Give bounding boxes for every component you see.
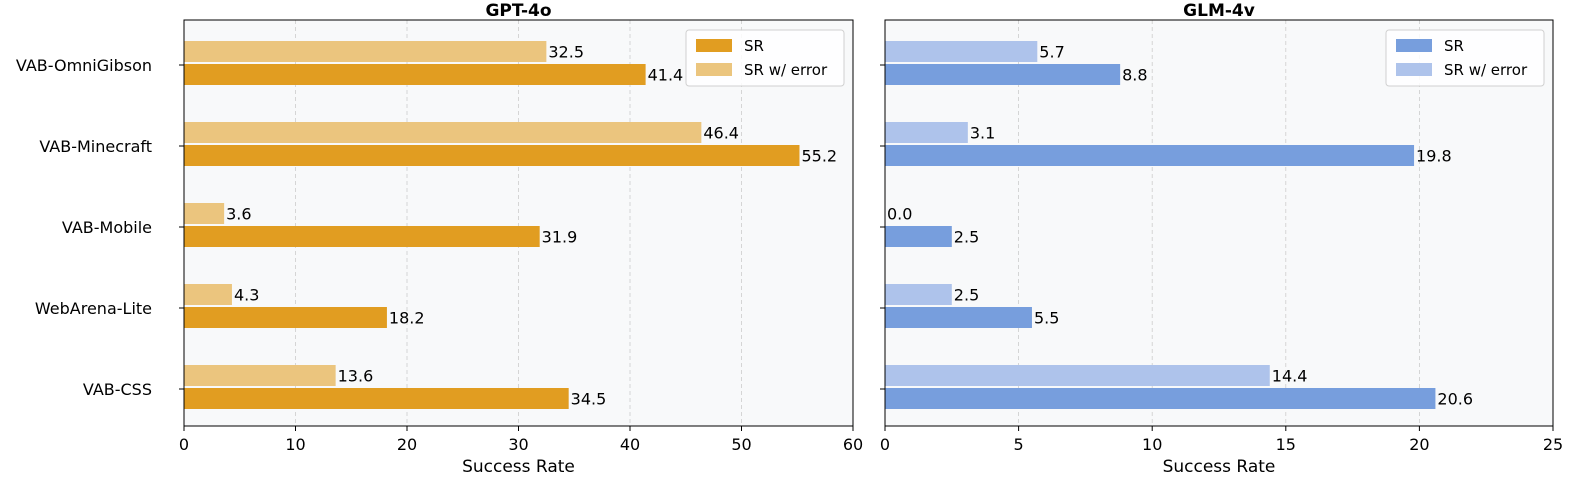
chart-0-xtick-label-3: 30: [508, 435, 528, 454]
chart-1-value-label-sr-2: 2.5: [954, 228, 979, 247]
chart-0-category-label-3: WebArena-Lite: [35, 299, 152, 318]
chart-1-bar-sr-2: [885, 226, 952, 247]
chart-0-category-label-4: VAB-CSS: [83, 380, 152, 399]
chart-0-xtick-label-1: 10: [285, 435, 305, 454]
chart-1-legend-label-0: SR: [1444, 37, 1464, 55]
chart-1-bar-sr-3: [885, 307, 1032, 328]
chart-0-title: GPT-4o: [485, 1, 551, 21]
chart-0-xtick-label-0: 0: [179, 435, 189, 454]
chart-1-bar-sr-4: [885, 388, 1436, 409]
chart-0-bar-sr-3: [184, 307, 387, 328]
chart-1-plot-area: [885, 20, 1553, 426]
chart-0-x-axis-label: Success Rate: [462, 457, 575, 477]
chart-0-bar-sr-4: [184, 388, 569, 409]
chart-1-xtick-label-1: 5: [1014, 435, 1024, 454]
chart-1-value-label-sr-4: 20.6: [1437, 390, 1473, 409]
chart-1-bar-sr-error-1: [885, 122, 968, 143]
chart-0-xtick-label-5: 50: [731, 435, 751, 454]
chart-0-legend-swatch-0: [696, 39, 732, 52]
chart-1-title: GLM-4v: [1183, 1, 1255, 21]
chart-1-xtick-label-0: 0: [880, 435, 890, 454]
chart-0-legend-label-1: SR w/ error: [744, 61, 828, 79]
chart-0-legend-swatch-1: [696, 63, 732, 76]
chart-1-xtick-label-3: 15: [1276, 435, 1296, 454]
chart-1-bar-sr-error-0: [885, 41, 1038, 62]
chart-1-value-label-sr-error-3: 2.5: [954, 286, 979, 305]
chart-0-bar-sr-error-0: [184, 41, 547, 62]
chart-0-bar-sr-error-1: [184, 122, 702, 143]
chart-0-category-label-2: VAB-Mobile: [62, 218, 152, 237]
chart-0-bar-sr-1: [184, 145, 800, 166]
chart-0-xtick-label-6: 60: [843, 435, 863, 454]
chart-1-bar-sr-0: [885, 64, 1121, 85]
chart-0-value-label-sr-error-3: 4.3: [234, 286, 259, 305]
chart-1-xtick-label-2: 10: [1142, 435, 1162, 454]
chart-0-category-label-0: VAB-OmniGibson: [16, 56, 152, 75]
chart-1-x-axis-label: Success Rate: [1163, 457, 1276, 477]
chart-0-value-label-sr-2: 31.9: [542, 228, 578, 247]
chart-0-value-label-sr-3: 18.2: [389, 309, 425, 328]
chart-0-bar-sr-2: [184, 226, 540, 247]
chart-1-legend-label-1: SR w/ error: [1444, 61, 1528, 79]
chart-0-bar-sr-error-2: [184, 203, 225, 224]
chart-0-value-label-sr-error-2: 3.6: [226, 205, 251, 224]
chart-0-bar-sr-0: [184, 64, 646, 85]
chart-1-xtick-label-4: 20: [1409, 435, 1429, 454]
chart-1-value-label-sr-0: 8.8: [1122, 66, 1147, 85]
chart-1-value-label-sr-error-1: 3.1: [970, 124, 995, 143]
chart-0-value-label-sr-error-1: 46.4: [703, 124, 739, 143]
chart-0-value-label-sr-0: 41.4: [648, 66, 684, 85]
chart-1-value-label-sr-1: 19.8: [1416, 147, 1452, 166]
chart-0-value-label-sr-4: 34.5: [571, 390, 607, 409]
chart-1-value-label-sr-error-4: 14.4: [1272, 367, 1308, 386]
chart-1-xtick-label-5: 25: [1543, 435, 1563, 454]
chart-0-bar-sr-error-4: [184, 365, 336, 386]
chart-1-value-label-sr-error-2: 0.0: [887, 205, 912, 224]
chart-1-bar-sr-error-4: [885, 365, 1270, 386]
chart-1-legend-swatch-1: [1396, 63, 1432, 76]
chart-1-value-label-sr-error-0: 5.7: [1039, 43, 1064, 62]
chart-0-xtick-label-4: 40: [620, 435, 640, 454]
chart-0-value-label-sr-1: 55.2: [801, 147, 837, 166]
chart-0-category-label-1: VAB-Minecraft: [39, 137, 152, 156]
chart-0-bar-sr-error-3: [184, 284, 232, 305]
chart-1-bar-sr-error-3: [885, 284, 952, 305]
chart-0-xtick-label-2: 20: [397, 435, 417, 454]
chart-0-legend-label-0: SR: [744, 37, 764, 55]
chart-1-bar-sr-1: [885, 145, 1415, 166]
chart-1-axes-frame: [884, 19, 1554, 427]
chart-0-value-label-sr-error-0: 32.5: [548, 43, 584, 62]
chart-0-value-label-sr-error-4: 13.6: [338, 367, 374, 386]
chart-1-legend-swatch-0: [1396, 39, 1432, 52]
chart-1-value-label-sr-3: 5.5: [1034, 309, 1059, 328]
